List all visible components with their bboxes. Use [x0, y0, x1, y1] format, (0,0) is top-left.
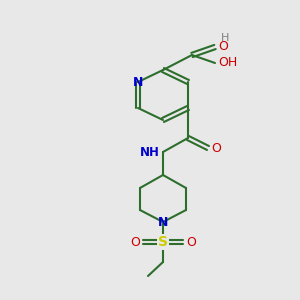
- Text: O: O: [211, 142, 221, 154]
- Text: O: O: [218, 40, 228, 53]
- Text: S: S: [158, 235, 168, 249]
- Text: OH: OH: [218, 56, 237, 70]
- Text: H: H: [221, 33, 229, 43]
- Text: O: O: [130, 236, 140, 248]
- Text: N: N: [133, 76, 143, 88]
- Text: N: N: [158, 215, 168, 229]
- Text: O: O: [186, 236, 196, 248]
- Text: NH: NH: [140, 146, 160, 158]
